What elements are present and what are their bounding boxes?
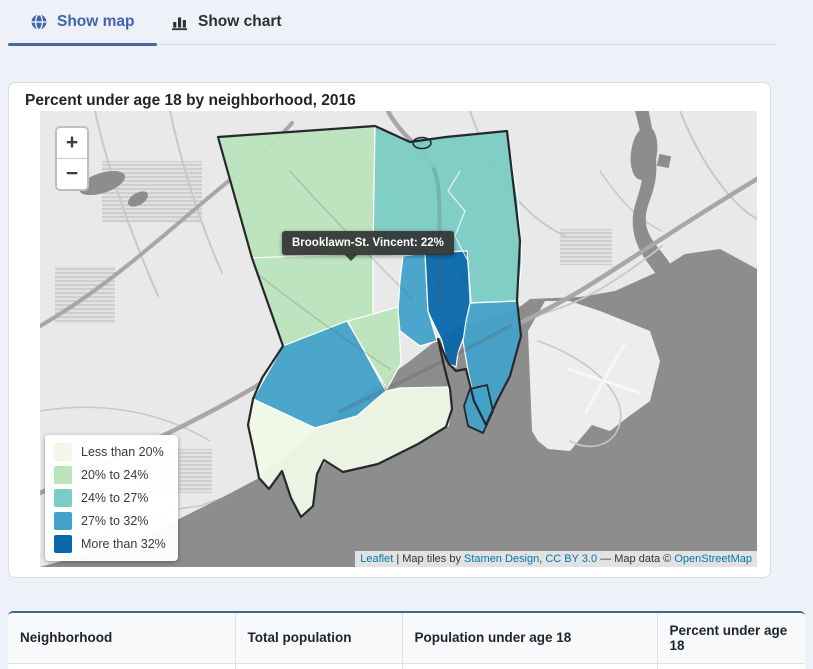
zoom-out-button[interactable]: − [57,159,87,189]
table-header-cell: Neighborhood [8,613,236,664]
legend-swatch [54,489,72,507]
city-outline [216,124,523,519]
attribution-link[interactable]: CC BY 3.0 [545,553,598,565]
tab-show-chart[interactable]: Show chart [148,0,304,44]
zoom-in-button[interactable]: + [57,128,87,159]
map-panel: Percent under age 18 by neighborhood, 20… [8,82,771,578]
zoom-control: + − [55,126,89,191]
globe-icon [30,13,48,31]
leaflet-map[interactable]: + − Brooklawn-St. Vincent: 22% Less than… [40,111,757,567]
map-tooltip: Brooklawn-St. Vincent: 22% [282,231,454,261]
legend-swatch [54,512,72,530]
table-header-row: Neighborhood Total population Population u… [8,613,805,664]
attribution-text: , [539,553,546,565]
city-outline-blob [463,384,494,434]
legend-item: 27% to 32% [54,512,166,530]
stratford-land [528,245,663,451]
legend-item: More than 32% [54,535,166,553]
attribution-text: | Map tiles by [393,553,465,565]
attribution-link[interactable]: Leaflet [360,553,394,565]
table-header-cell: Total population [235,613,403,664]
highway-east [517,176,757,326]
islet-outline [412,136,432,150]
tooltip-arrow [344,254,358,261]
table-row [8,663,805,669]
attribution-link[interactable]: OpenStreetMap [674,553,752,565]
table-header-cell: Percent under age 18 [657,613,805,664]
active-tab-indicator [8,43,157,46]
legend-item: 20% to 24% [54,466,166,484]
legend-label: Less than 20% [81,445,164,459]
legend-label: 27% to 32% [81,514,149,528]
tab-bar: Show map Show chart [8,0,776,46]
legend-swatch [54,443,72,461]
legend-item: Less than 20% [54,443,166,461]
legend-label: 24% to 27% [81,491,149,505]
legend-rows: Less than 20% 20% to 24% 24% to 27% 27% to … [54,443,166,553]
legend-label: More than 32% [81,537,166,551]
tab-bar-divider [8,44,776,45]
pond [78,170,148,207]
legend-swatch [54,466,72,484]
attribution-link[interactable]: Stamen Design [464,553,540,565]
legend-swatch [54,535,72,553]
tab-show-map[interactable]: Show map [8,0,157,46]
neighborhood-boundary [447,170,471,304]
map-tooltip-text: Brooklawn-St. Vincent: 22% [292,237,444,249]
attribution-text: — Map data © [597,553,675,565]
tab-show-chart-label: Show chart [198,13,282,30]
map-legend: Less than 20% 20% to 24% 24% to 27% 27% to … [45,435,178,561]
legend-label: 20% to 24% [81,468,149,482]
tab-show-map-label: Show map [57,13,135,30]
map-attribution: Leaflet | Map tiles by Stamen Design, CC… [355,551,757,567]
table-header-cell: Population under age 18 [402,613,658,664]
legend-item: 24% to 27% [54,489,166,507]
bar-chart-icon [170,13,189,31]
data-table: Neighborhood Total population Population u… [8,611,805,669]
panel-title: Percent under age 18 by neighborhood, 20… [25,92,356,109]
